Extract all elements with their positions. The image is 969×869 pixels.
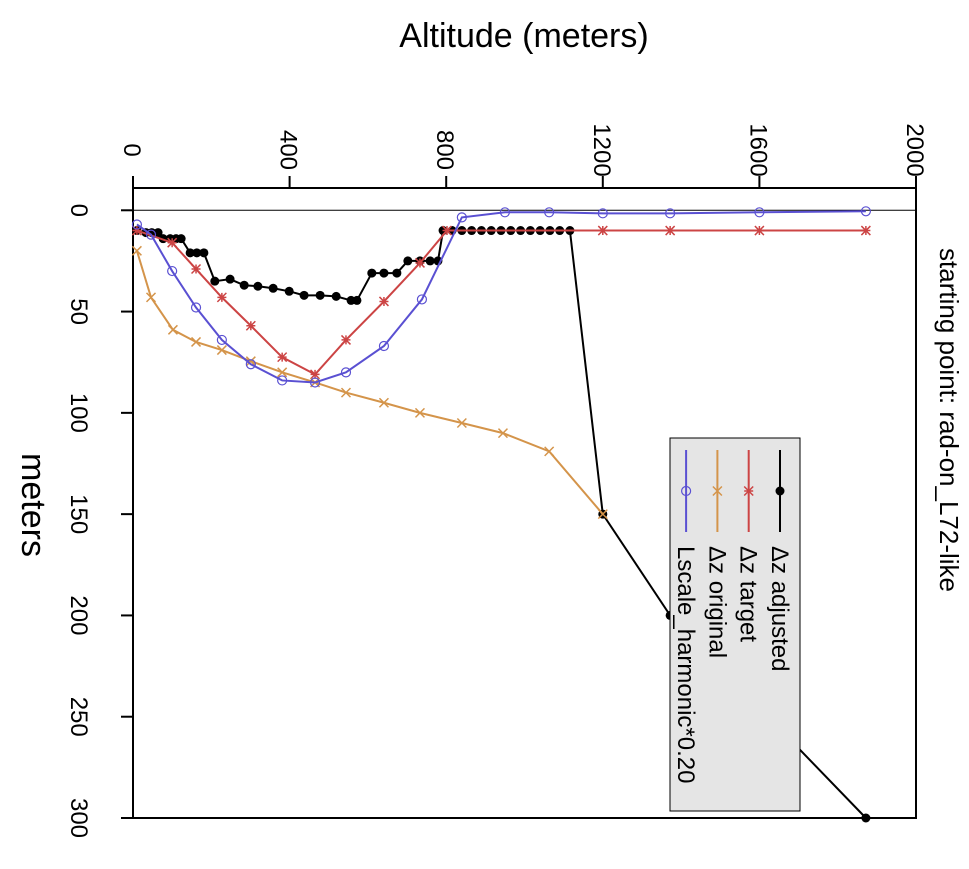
point [340,387,352,398]
point [497,428,508,439]
point [131,245,142,256]
point [253,281,263,291]
legend-label: Lscale_harmonic*0.20 [672,546,699,783]
y-tick-label: 0 [65,204,92,217]
point [367,268,377,278]
point [131,219,143,230]
point [414,257,426,268]
point [191,336,202,347]
x-tick-label: 0 [118,143,145,156]
point [277,352,288,363]
point [456,417,467,429]
point [190,302,202,313]
point [145,229,157,240]
legend-label: Δz adjusted [766,546,793,671]
point [754,225,765,236]
legend-label: Δz target [735,546,762,642]
point [216,292,227,303]
point [665,208,676,219]
x-tick-label: 800 [431,130,458,170]
point [192,248,202,258]
point [392,268,402,278]
chart-title: starting point: rad-on_L72-like [934,248,964,592]
point [167,237,178,248]
y-tick-label: 200 [65,595,92,635]
point [277,367,288,378]
point [378,340,390,352]
point [860,225,871,236]
point [299,290,309,300]
point [309,377,321,388]
point [310,369,321,380]
plot-frame [132,187,917,819]
point [441,225,453,236]
y-tick-label: 250 [65,697,92,737]
x-tick-label: 2000 [901,123,928,176]
point [403,256,413,266]
point [239,280,249,290]
point [245,359,256,370]
point [456,212,467,223]
point [199,248,209,258]
point [268,283,278,293]
point [425,256,435,266]
point [131,225,142,236]
point [414,407,426,418]
x-tick-label: 400 [275,130,302,170]
point [378,296,389,307]
point [775,486,785,496]
point [191,263,202,275]
point [340,367,352,378]
x-axis-title: Altitude (meters) [399,17,648,55]
point [225,274,235,284]
point [167,265,178,277]
legend-box [669,437,801,812]
point [754,207,765,218]
point [331,291,341,301]
point [167,324,178,335]
point [277,375,288,386]
y-axis-title: meters [14,453,52,557]
point [665,225,676,236]
point [210,276,220,286]
point [216,345,227,356]
point [597,208,608,219]
y-tick-label: 100 [65,393,92,433]
y-tick-label: 150 [65,494,92,534]
point [378,397,389,408]
point [743,485,754,497]
point [145,292,157,303]
point [861,813,871,823]
point [245,320,256,331]
series-line [136,229,866,376]
point [860,206,871,217]
point [176,234,186,244]
x-tick-label: 1200 [588,123,615,176]
series-line [135,250,604,515]
point [680,485,692,497]
point [544,207,555,218]
y-tick-label: 300 [65,798,92,838]
point [352,295,362,305]
point [379,268,389,278]
point [315,290,325,300]
legend-label: Δz original [703,546,730,658]
point [416,294,428,305]
point [597,509,608,520]
point [544,446,555,457]
point [499,207,511,218]
point [340,334,352,345]
point [245,356,256,367]
x-tick-label: 1600 [744,123,771,176]
point [597,225,608,236]
y-tick-label: 50 [65,298,92,325]
series-line [136,210,866,384]
point [185,248,195,258]
point [712,485,723,497]
point [284,286,294,296]
point [216,334,227,346]
